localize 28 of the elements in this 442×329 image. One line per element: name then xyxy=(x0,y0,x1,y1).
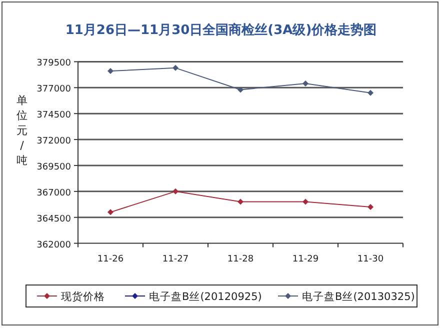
x-tick-label: 11-29 xyxy=(292,254,319,264)
point xyxy=(238,86,244,93)
y-tick-label: 362000 xyxy=(36,240,72,250)
legend-label: 电子盘B丝(20120925) xyxy=(149,290,262,303)
point xyxy=(368,204,374,210)
point xyxy=(368,90,374,96)
y-tick-label: 367000 xyxy=(36,188,72,198)
point xyxy=(302,80,308,86)
x-tick-label: 11-28 xyxy=(227,254,254,264)
point xyxy=(172,64,178,71)
point xyxy=(172,188,178,194)
y-tick-label: 374500 xyxy=(36,110,72,121)
y-tick-label: 377000 xyxy=(36,84,72,95)
y-axis-title: 单位元/吨 xyxy=(16,94,28,167)
point xyxy=(108,209,114,216)
point xyxy=(238,198,244,205)
x-tick-label: 11-27 xyxy=(162,254,189,264)
y-tick-label: 369500 xyxy=(36,162,72,172)
legend-label: 现货价格 xyxy=(61,291,105,303)
point xyxy=(302,198,308,205)
legend-label: 电子盘B丝(20130325) xyxy=(302,290,415,303)
point xyxy=(108,68,114,74)
y-tick-label: 364500 xyxy=(36,214,72,224)
y-tick-label: 372000 xyxy=(36,136,72,147)
x-tick-label: 11-30 xyxy=(357,254,384,264)
chart-title: 11月26日—11月30日全国商检丝(3A级)价格走势图 xyxy=(65,22,377,38)
y-tick-label: 379500 xyxy=(36,58,72,69)
x-tick-label: 11-26 xyxy=(97,254,124,264)
